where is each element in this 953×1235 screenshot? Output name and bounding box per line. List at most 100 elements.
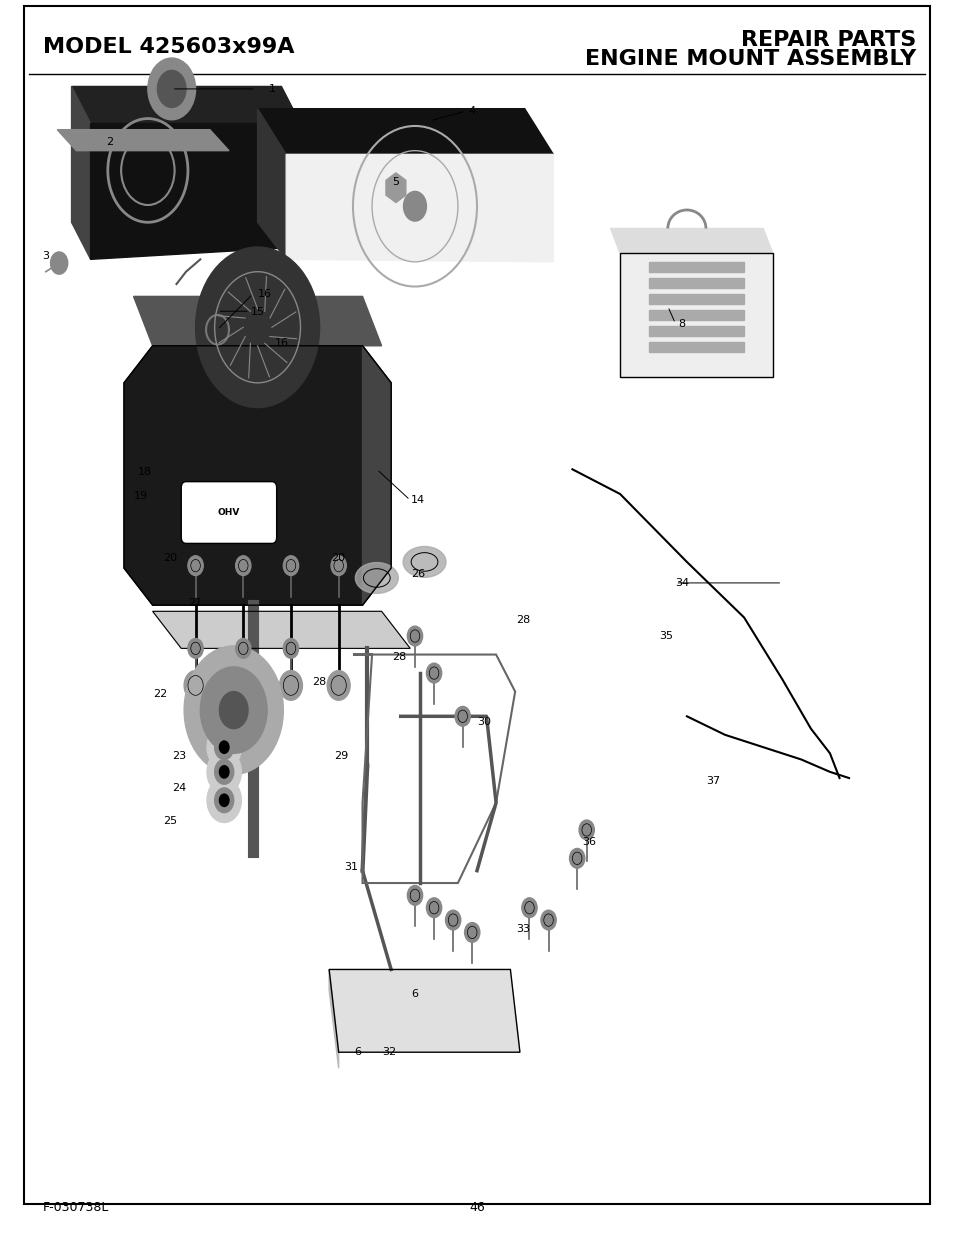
Bar	[648, 294, 743, 304]
Text: 33: 33	[516, 924, 529, 934]
Text: 3: 3	[42, 251, 50, 261]
Text: 16: 16	[258, 289, 272, 299]
Ellipse shape	[355, 563, 398, 594]
Text: 19: 19	[134, 492, 148, 501]
Circle shape	[569, 848, 584, 868]
Circle shape	[455, 706, 470, 726]
Circle shape	[464, 923, 479, 942]
Text: MODEL 425603x99A: MODEL 425603x99A	[43, 37, 294, 57]
Circle shape	[283, 556, 298, 576]
Text: 5: 5	[392, 177, 399, 186]
Bar	[648, 342, 743, 352]
Text: ENGINE MOUNT ASSEMBLY: ENGINE MOUNT ASSEMBLY	[584, 49, 915, 69]
Circle shape	[219, 766, 229, 778]
Circle shape	[157, 70, 186, 107]
Circle shape	[445, 910, 460, 930]
Text: 29: 29	[335, 751, 348, 761]
Polygon shape	[329, 969, 519, 1052]
Text: 28: 28	[313, 677, 326, 687]
Circle shape	[214, 735, 233, 760]
Circle shape	[521, 898, 537, 918]
Text: 30: 30	[477, 718, 491, 727]
Circle shape	[184, 671, 207, 700]
Text: 2: 2	[106, 137, 113, 147]
Circle shape	[407, 626, 422, 646]
Circle shape	[578, 820, 594, 840]
Polygon shape	[257, 109, 286, 259]
Text: 28: 28	[392, 652, 405, 662]
Text: 18: 18	[138, 467, 152, 477]
Polygon shape	[71, 86, 91, 259]
Text: 31: 31	[344, 862, 357, 872]
Text: OHV: OHV	[217, 508, 240, 517]
Polygon shape	[133, 296, 381, 346]
Text: 25: 25	[163, 816, 176, 826]
Circle shape	[235, 556, 251, 576]
Bar	[648, 310, 743, 320]
Circle shape	[214, 760, 233, 784]
Text: 20: 20	[163, 553, 176, 563]
Circle shape	[51, 252, 68, 274]
Circle shape	[188, 556, 203, 576]
Circle shape	[219, 692, 248, 729]
Ellipse shape	[403, 546, 445, 578]
Bar	[648, 278, 743, 288]
Polygon shape	[362, 346, 391, 605]
Circle shape	[403, 191, 426, 221]
Bar	[648, 262, 743, 272]
Circle shape	[232, 671, 254, 700]
Circle shape	[219, 741, 229, 753]
Text: 16: 16	[274, 338, 288, 348]
Text: 14: 14	[411, 495, 424, 505]
Circle shape	[426, 898, 441, 918]
Circle shape	[188, 638, 203, 658]
Circle shape	[279, 671, 302, 700]
Circle shape	[200, 667, 267, 753]
Text: REPAIR PARTS: REPAIR PARTS	[740, 30, 915, 49]
Circle shape	[207, 778, 241, 823]
Text: 34: 34	[675, 578, 688, 588]
Text: 6: 6	[354, 1047, 361, 1057]
Circle shape	[235, 638, 251, 658]
Circle shape	[540, 910, 556, 930]
Circle shape	[148, 58, 195, 120]
Circle shape	[207, 725, 241, 769]
Text: 22: 22	[153, 689, 167, 699]
Text: 4: 4	[468, 106, 476, 116]
Text: 15: 15	[251, 308, 264, 317]
Text: 46: 46	[469, 1202, 484, 1214]
Polygon shape	[71, 86, 300, 124]
Polygon shape	[257, 109, 553, 154]
Circle shape	[426, 663, 441, 683]
Circle shape	[219, 794, 229, 806]
FancyBboxPatch shape	[181, 482, 276, 543]
Polygon shape	[610, 228, 772, 253]
Text: 1: 1	[268, 84, 275, 94]
Polygon shape	[57, 130, 229, 151]
Text: 28: 28	[516, 615, 529, 625]
Circle shape	[214, 788, 233, 813]
Text: 21: 21	[189, 598, 202, 608]
Polygon shape	[286, 154, 553, 262]
Polygon shape	[619, 253, 772, 377]
Polygon shape	[152, 611, 410, 648]
Text: 36: 36	[582, 837, 596, 847]
Bar	[619, 253, 772, 377]
Text: 20: 20	[332, 553, 345, 563]
Bar	[648, 326, 743, 336]
Text: 23: 23	[172, 751, 186, 761]
Circle shape	[283, 638, 298, 658]
Polygon shape	[124, 346, 391, 605]
Text: 32: 32	[382, 1047, 395, 1057]
Text: 37: 37	[706, 776, 720, 785]
Text: 35: 35	[659, 631, 672, 641]
Circle shape	[184, 646, 283, 774]
Circle shape	[327, 671, 350, 700]
Circle shape	[407, 885, 422, 905]
Text: 6: 6	[411, 989, 418, 999]
Text: 24: 24	[172, 783, 186, 793]
Circle shape	[195, 247, 319, 408]
Circle shape	[207, 750, 241, 794]
Polygon shape	[91, 124, 300, 259]
Polygon shape	[329, 969, 338, 1068]
